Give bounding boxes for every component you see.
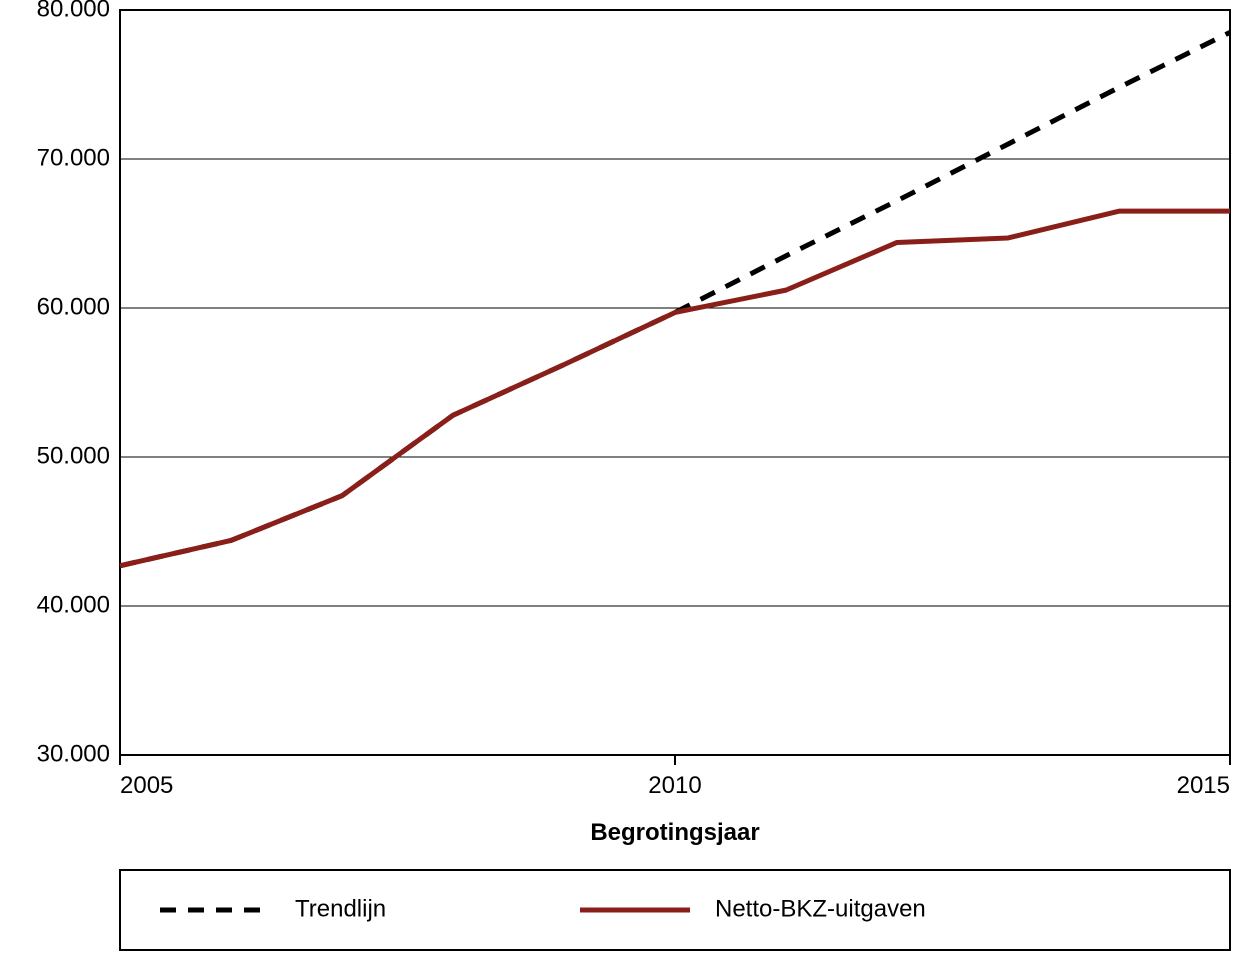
y-tick-label: 60.000	[37, 293, 110, 320]
chart-svg: 30.000 40.000 50.000 60.000 70.000 80.000 2005…	[0, 0, 1246, 966]
y-tick-label: 30.000	[37, 740, 110, 767]
y-tick-label: 50.000	[37, 442, 110, 469]
x-tick-label: 2005	[120, 772, 173, 799]
line-chart: 30.000 40.000 50.000 60.000 70.000 80.000 2005…	[0, 0, 1246, 966]
x-axis-label: Begrotingsjaar	[590, 819, 759, 846]
y-tick-label: 40.000	[37, 591, 110, 618]
legend-label: Trendlijn	[295, 895, 386, 922]
y-tick-label: 70.000	[37, 144, 110, 171]
x-tick-label: 2010	[648, 772, 701, 799]
x-tick-label: 2015	[1177, 772, 1230, 799]
legend-label: Netto-BKZ-uitgaven	[715, 895, 926, 922]
y-tick-label: 80.000	[37, 0, 110, 22]
